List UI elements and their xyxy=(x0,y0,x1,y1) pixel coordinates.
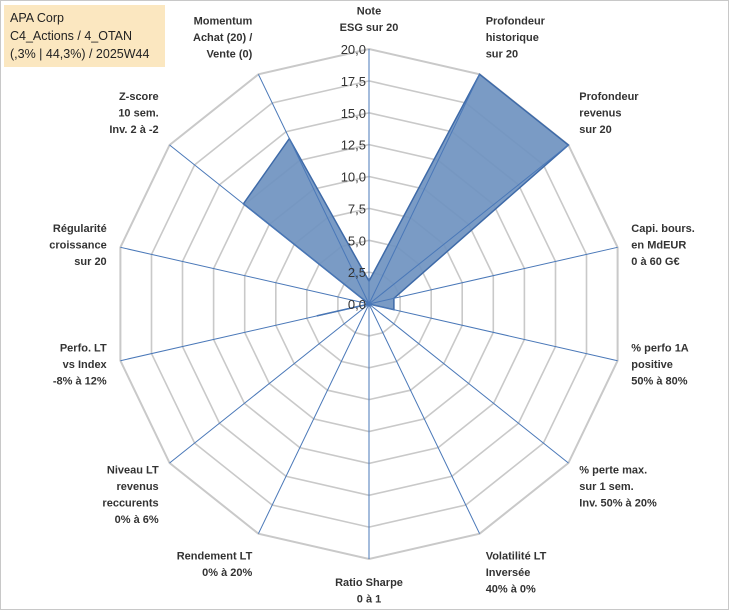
axis-label-5: % perte max. sur 1 sem. Inv. 50% à 20% xyxy=(579,464,657,509)
tick-label: 5,0 xyxy=(348,233,366,248)
axis-spoke-1 xyxy=(368,74,481,305)
portfolio-line: C4_Actions / 4_OTAN xyxy=(10,29,133,43)
axis-label-9: Niveau LT revenus reccurents 0% à 6% xyxy=(102,464,159,526)
tick-label: 7,5 xyxy=(348,201,366,216)
axis-label-2: Profondeur revenus sur 20 xyxy=(579,91,639,136)
tick-label: 17,5 xyxy=(341,74,366,89)
axis-label-11: Régularité croissance sur 20 xyxy=(49,223,106,268)
chart-title-box: APA Corp C4_Actions / 4_OTAN (,3% | 44,3… xyxy=(4,5,165,67)
axis-label-8: Rendement LT 0% à 20% xyxy=(177,551,253,580)
radar-series xyxy=(242,73,570,317)
radar-axes xyxy=(120,49,618,559)
axis-label-3: Capi. bours. en MdEUR 0 à 60 G€ xyxy=(631,223,695,268)
axis-label-1: Profondeur historique sur 20 xyxy=(486,16,546,61)
axis-label-0: Note ESG sur 20 xyxy=(340,5,399,34)
axis-label-6: Volatilité LT Inversée 40% à 0% xyxy=(486,551,547,596)
axis-spoke-11 xyxy=(120,246,370,305)
period-line: (,3% | 44,3%) / 2025W44 xyxy=(10,47,150,61)
axis-label-10: Perfo. LT vs Index -8% à 12% xyxy=(53,343,108,388)
tick-label: 2,5 xyxy=(348,265,366,280)
radar-tick-labels: 0,0 2,5 5,0 7,5 10,0 12,5 15,0 17,5 20,0 xyxy=(341,42,366,312)
axis-spoke-5 xyxy=(368,303,569,464)
axis-spoke-9 xyxy=(169,303,370,464)
axis-label-13: Momentum Achat (20) / Vente (0) xyxy=(193,16,253,61)
tick-label: 0,0 xyxy=(348,297,366,312)
axis-spoke-10 xyxy=(120,303,370,362)
axis-spoke-6 xyxy=(368,303,481,534)
company-name: APA Corp xyxy=(10,11,64,25)
axis-spoke-3 xyxy=(368,246,618,305)
axis-spoke-12 xyxy=(169,144,370,305)
tick-label: 15,0 xyxy=(341,106,366,121)
tick-label: 20,0 xyxy=(341,42,366,57)
axis-spoke-8 xyxy=(257,303,370,534)
tick-label: 12,5 xyxy=(341,138,366,153)
axis-label-4: % perfo 1A positive 50% à 80% xyxy=(631,343,689,388)
axis-spoke-2 xyxy=(368,144,569,305)
axis-label-12: Z-score 10 sem. Inv. 2 à -2 xyxy=(109,91,158,136)
axis-label-7: Ratio Sharpe 0 à 1 xyxy=(335,577,403,606)
series-area xyxy=(242,73,570,317)
axis-spoke-13 xyxy=(257,74,370,305)
axis-spoke-4 xyxy=(368,303,618,362)
radar-axis-labels: Note ESG sur 20 Profondeur historique sur 20… xyxy=(49,5,695,605)
tick-label: 10,0 xyxy=(341,170,366,185)
